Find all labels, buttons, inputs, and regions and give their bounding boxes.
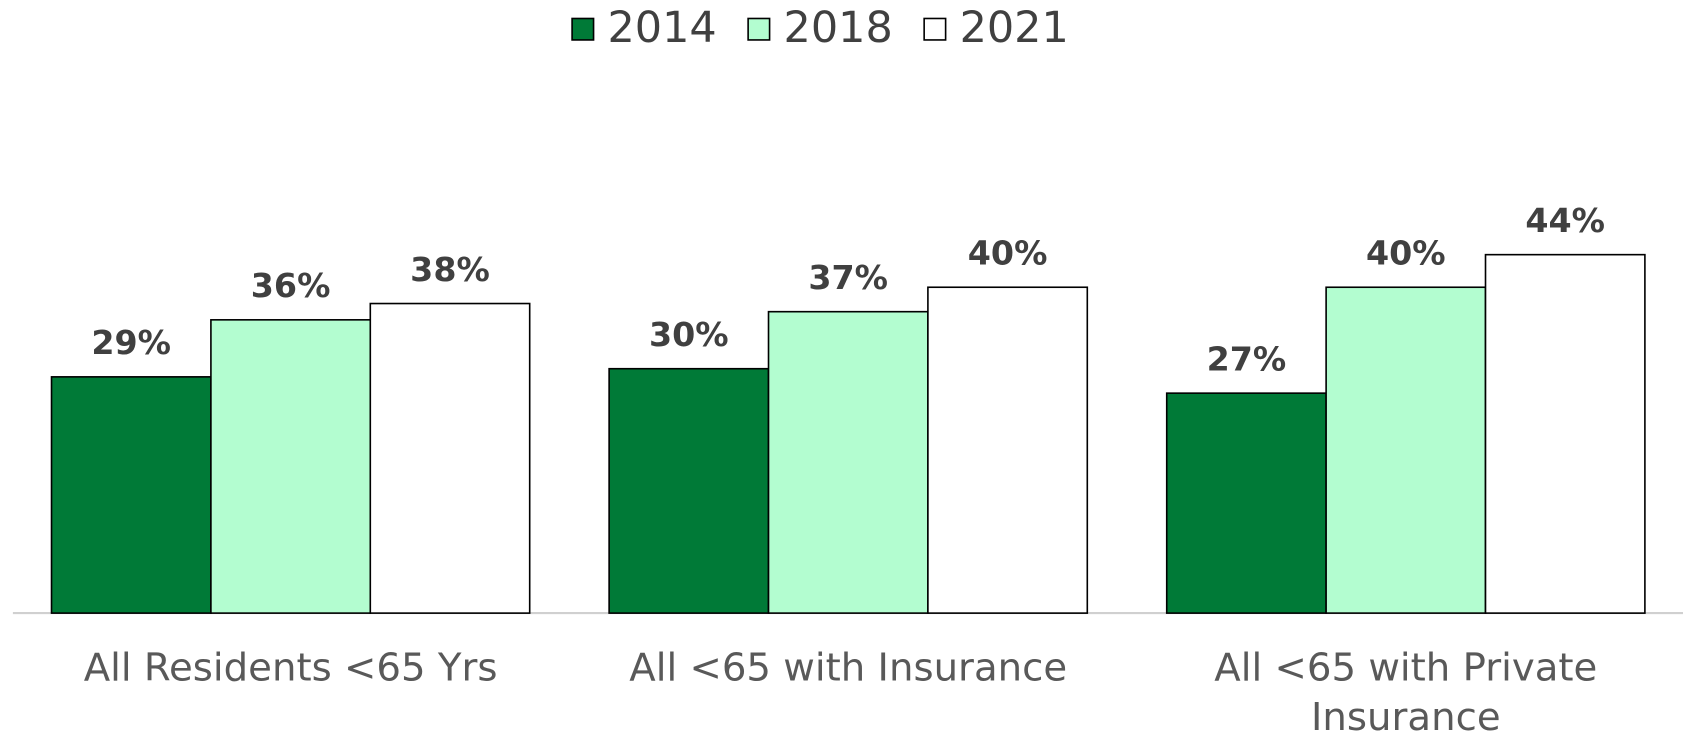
bar bbox=[767, 310, 929, 614]
value-label: 40% bbox=[968, 234, 1048, 273]
legend-label: 2021 bbox=[960, 3, 1069, 53]
legend-swatch bbox=[571, 17, 595, 41]
x-tick-wrap: All <65 with Private Insurance bbox=[1214, 646, 1598, 740]
value-label: 27% bbox=[1207, 339, 1287, 378]
x-tick-label: All Residents <65 Yrs bbox=[83, 646, 498, 691]
value-label: 40% bbox=[1366, 234, 1446, 273]
value-label: 30% bbox=[649, 315, 729, 354]
value-label: 29% bbox=[91, 323, 171, 362]
legend-swatch bbox=[923, 17, 947, 41]
bar bbox=[927, 286, 1089, 614]
bar bbox=[608, 367, 770, 614]
bar bbox=[1484, 253, 1646, 614]
value-label: 36% bbox=[251, 266, 331, 305]
value-label: 37% bbox=[808, 258, 888, 297]
bar bbox=[1165, 392, 1327, 614]
legend-label: 2014 bbox=[608, 3, 717, 53]
x-tick-wrap: All Residents <65 Yrs bbox=[83, 646, 498, 691]
value-label: 38% bbox=[410, 250, 490, 289]
bar bbox=[50, 376, 212, 614]
x-tick-wrap: All <65 with Insurance bbox=[629, 646, 1068, 691]
bar bbox=[210, 319, 372, 614]
x-tick-label: All <65 with Private Insurance bbox=[1214, 646, 1598, 740]
legend-label: 2018 bbox=[784, 3, 893, 53]
legend-swatch bbox=[747, 17, 771, 41]
bar bbox=[369, 302, 531, 614]
value-label: 44% bbox=[1525, 201, 1605, 240]
x-tick-label: All <65 with Insurance bbox=[629, 646, 1068, 691]
bar bbox=[1325, 286, 1487, 614]
